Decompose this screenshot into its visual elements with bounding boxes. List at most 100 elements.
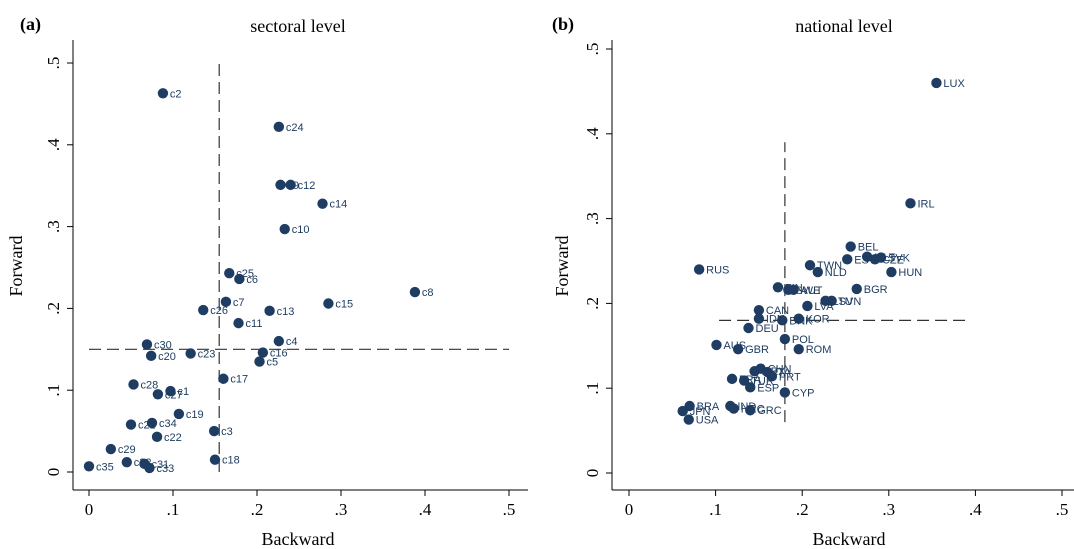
data-point — [738, 375, 750, 386]
data-point — [285, 179, 296, 191]
point-label: CZE — [882, 254, 904, 266]
x-tick-label: .5 — [503, 500, 516, 519]
point-label: c19 — [186, 409, 204, 421]
point-label: c20 — [158, 351, 176, 363]
data-point — [804, 260, 816, 271]
data-point — [683, 414, 694, 425]
x-tick-label: .4 — [969, 500, 982, 519]
y-tick-label: .4 — [44, 138, 63, 151]
data-point — [745, 405, 756, 416]
point-label: c7 — [233, 297, 245, 309]
y-tick-label: .1 — [583, 382, 602, 395]
data-point — [753, 313, 765, 324]
point-label: c15 — [335, 298, 353, 310]
data-point — [273, 121, 285, 133]
data-point — [732, 343, 744, 355]
panel-sectoral: (a) sectoral level 0 .1 .2 .3 .4 .5 0 .1 .2 .3 .4 .5 B… — [6, 14, 528, 549]
point-label: BRA — [697, 401, 720, 413]
y-tick-label: .5 — [44, 57, 63, 70]
x-tick-label: .3 — [882, 500, 895, 519]
point-label: c4 — [286, 336, 298, 348]
x-tick-label: .5 — [1056, 500, 1069, 519]
data-point — [842, 254, 853, 265]
point-label: ESP — [757, 382, 779, 394]
x-tick-label: .1 — [709, 500, 722, 519]
point-label: c11 — [246, 318, 263, 330]
y-tick-label: .2 — [583, 297, 602, 310]
y-tick-label: .4 — [583, 127, 602, 140]
point-label: SWE — [795, 285, 820, 297]
point-label: JPN — [690, 406, 711, 418]
x-tick-label: 0 — [85, 500, 94, 519]
data-point — [152, 389, 164, 400]
point-label: BEL — [858, 242, 879, 254]
point-label: c29 — [118, 444, 136, 456]
data-point — [275, 179, 286, 191]
data-point — [233, 317, 244, 329]
y-tick-label: .1 — [44, 384, 63, 397]
point-label: c28 — [141, 379, 159, 391]
data-point — [323, 298, 334, 309]
data-point — [121, 456, 132, 468]
data-point — [125, 419, 137, 430]
data-point — [254, 356, 265, 367]
point-label: c6 — [246, 274, 258, 286]
point-label: PRT — [779, 371, 801, 383]
x-tick-label: .4 — [419, 500, 432, 519]
data-point — [793, 343, 804, 355]
point-label: LTU — [833, 296, 853, 308]
point-label: c31 — [151, 459, 169, 471]
x-tick-label: .2 — [796, 500, 809, 519]
data-point — [279, 223, 290, 235]
x-axis-label: Backward — [813, 529, 886, 549]
chart-title: sectoral level — [250, 16, 345, 36]
data-point — [779, 387, 791, 398]
y-tick-label: 0 — [583, 469, 602, 478]
data-point — [693, 264, 705, 275]
y-tick-label: 0 — [44, 468, 63, 477]
point-label: SVK — [888, 253, 911, 265]
data-point — [788, 284, 799, 296]
point-label: CAN — [766, 305, 789, 317]
point-label: c12 — [298, 180, 316, 192]
x-tick-label: .2 — [251, 500, 264, 519]
data-point — [151, 431, 163, 443]
point-label: c14 — [330, 199, 348, 211]
data-point — [726, 373, 738, 385]
point-label: c21 — [138, 420, 156, 432]
data-point — [851, 283, 862, 295]
point-label: TUR — [751, 376, 774, 388]
point-label: c1 — [177, 386, 189, 398]
data-point — [146, 417, 158, 429]
data-point — [812, 266, 823, 278]
y-tick-label: .3 — [583, 212, 602, 225]
point-label: c30 — [154, 339, 172, 351]
data-point — [224, 268, 235, 279]
point-label: AUT — [801, 285, 823, 297]
point-label: LUX — [943, 78, 965, 90]
y-tick-label: .5 — [583, 43, 602, 56]
x-tick-label: .1 — [167, 500, 180, 519]
data-point — [793, 313, 804, 324]
data-point — [218, 373, 229, 384]
point-label: c27 — [165, 389, 183, 401]
point-label: c24 — [286, 122, 304, 134]
data-point — [128, 379, 139, 390]
point-label: c10 — [292, 224, 310, 236]
data-point — [83, 461, 95, 472]
data-point — [317, 198, 328, 209]
data-point — [743, 322, 754, 334]
data-point — [677, 405, 688, 417]
point-label: POL — [792, 334, 814, 346]
point-label: c13 — [277, 306, 295, 318]
point-label: DNK — [789, 315, 813, 327]
data-point — [779, 333, 791, 345]
point-label: KOR — [806, 314, 830, 326]
point-label: c17 — [230, 374, 248, 386]
point-label: c3 — [221, 426, 233, 438]
data-point — [264, 305, 275, 317]
data-point — [749, 366, 760, 377]
data-point — [931, 77, 942, 89]
data-point — [185, 348, 196, 359]
